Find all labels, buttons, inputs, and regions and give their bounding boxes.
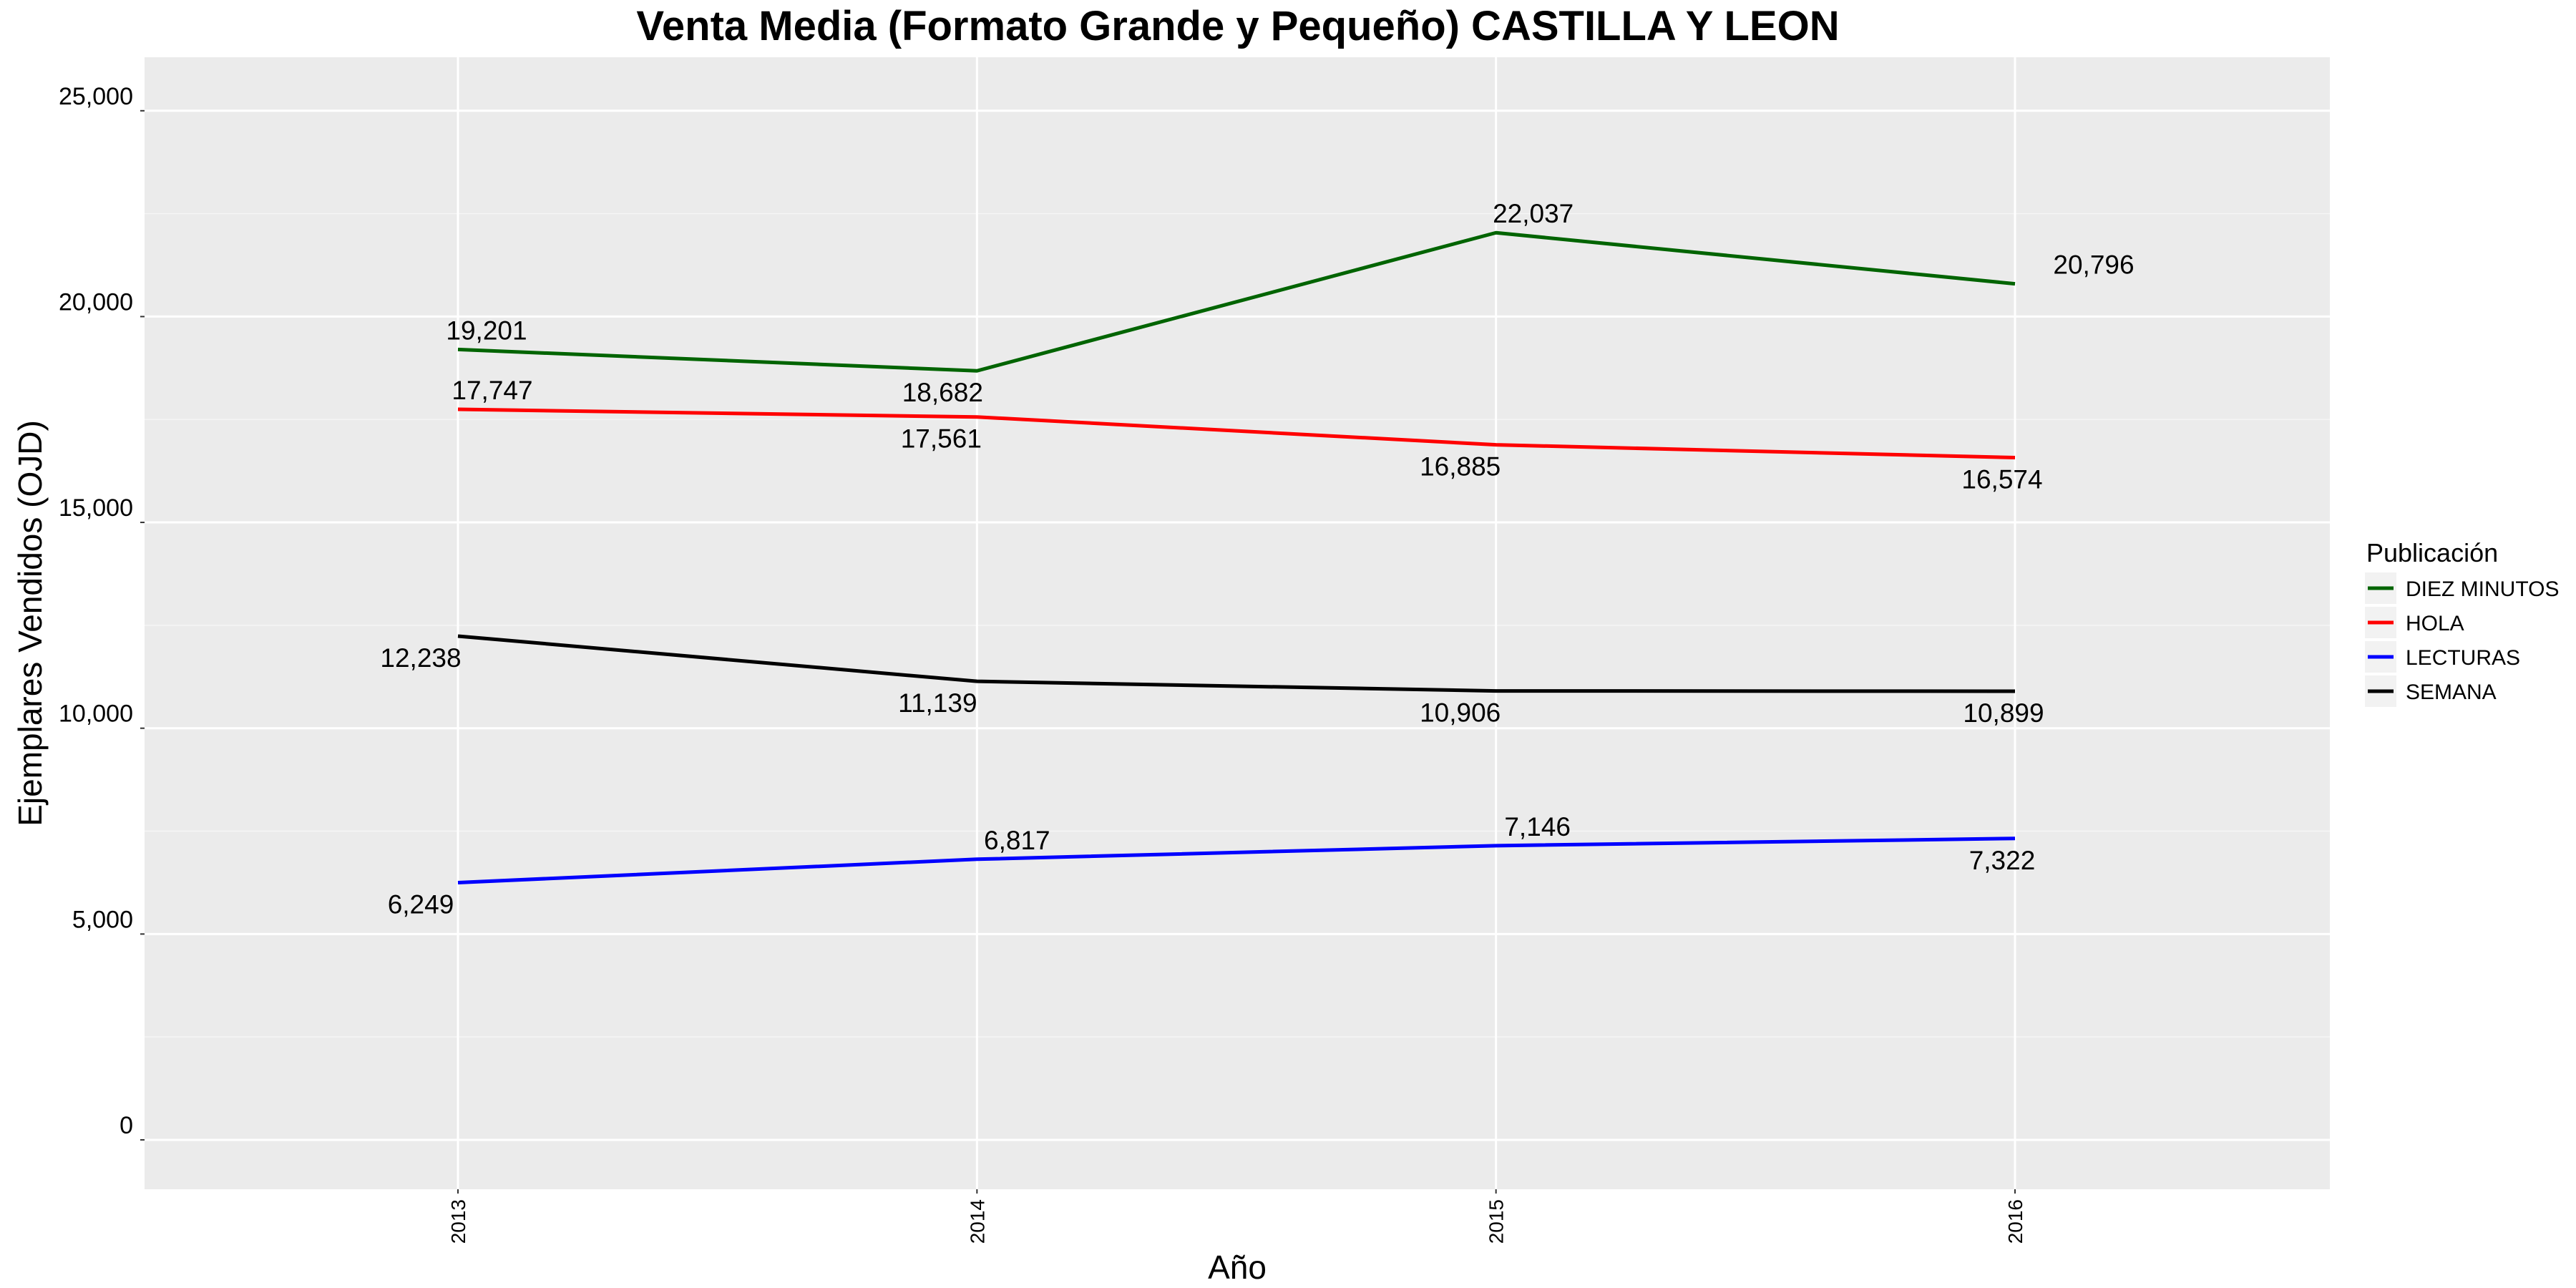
y-axis-ticks: 0 5,000 10,000 15,000 20,000 25,000 — [59, 83, 145, 1141]
y-tick-label: 15,000 — [59, 494, 133, 522]
x-tick-label: 2016 — [2004, 1199, 2026, 1244]
legend: Publicación DIEZ MINUTOS HOLA LECTURAS SEMA… — [2365, 538, 2559, 707]
legend-label: LECTURAS — [2406, 646, 2520, 670]
series-line-hola — [457, 407, 2016, 460]
data-label: 10,906 — [1420, 698, 1501, 728]
y-axis-title: Ejemplares Vendidos (OJD) — [11, 420, 49, 826]
data-label: 16,574 — [1961, 465, 2042, 494]
data-label: 12,238 — [380, 643, 461, 673]
series-line-diez-minutos — [457, 230, 2016, 373]
y-tick-label: 25,000 — [59, 83, 133, 110]
series-line-semana — [457, 634, 2016, 693]
series-line-lecturas — [457, 836, 2016, 884]
y-tick-label: 5,000 — [72, 906, 133, 933]
data-label: 20,796 — [2053, 250, 2134, 280]
grid-lines — [145, 57, 2330, 1189]
data-label: 22,037 — [1493, 199, 1574, 228]
data-label: 7,322 — [1969, 846, 2036, 875]
x-tick-label: 2013 — [447, 1199, 469, 1244]
x-axis-title: Año — [1208, 1249, 1267, 1286]
data-label: 19,201 — [446, 316, 527, 345]
plot-panel — [145, 57, 2330, 1189]
x-tick-label: 2015 — [1485, 1199, 1508, 1244]
data-label: 11,139 — [898, 688, 977, 718]
data-label: 10,899 — [1963, 698, 2044, 728]
data-label: 6,817 — [984, 826, 1050, 855]
data-label: 16,885 — [1420, 452, 1501, 482]
chart-title: Venta Media (Formato Grande y Pequeño) C… — [636, 3, 1839, 49]
x-tick-label: 2014 — [966, 1199, 988, 1244]
data-label: 6,249 — [388, 889, 454, 919]
data-labels: 19,201 18,682 22,037 20,796 17,747 17,561 16,8… — [380, 199, 2134, 919]
y-tick-label: 10,000 — [59, 701, 133, 728]
legend-label: HOLA — [2406, 612, 2464, 635]
x-axis-ticks: 2013 2014 2015 2016 — [447, 1189, 2026, 1244]
legend-label: DIEZ MINUTOS — [2406, 577, 2559, 601]
data-label: 18,682 — [902, 378, 983, 407]
y-tick-label: 20,000 — [59, 288, 133, 316]
data-label: 17,561 — [901, 424, 982, 454]
y-tick-label: 0 — [119, 1112, 133, 1139]
data-label: 17,747 — [452, 376, 532, 405]
series-lines — [457, 230, 2016, 884]
legend-title: Publicación — [2366, 538, 2498, 567]
data-label: 7,146 — [1504, 812, 1571, 841]
legend-label: SEMANA — [2406, 680, 2497, 704]
